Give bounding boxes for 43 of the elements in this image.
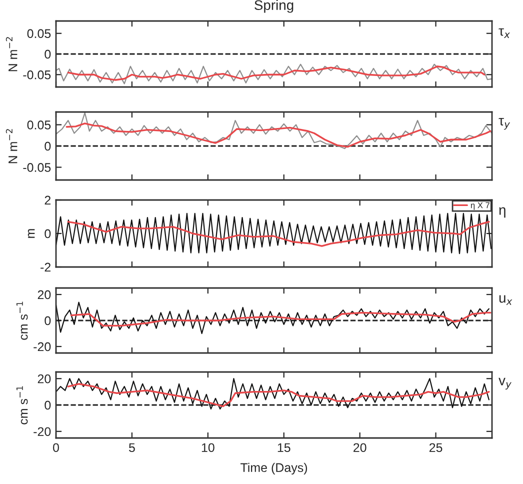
y-tick-label: 0: [44, 142, 51, 151]
line-series: [67, 66, 486, 81]
y-axis-title: m: [28, 229, 35, 238]
y-tick-label: -20: [34, 342, 51, 352]
y-tick-label: -2: [40, 262, 51, 272]
x-axis-title: Time (Days): [240, 462, 308, 474]
x-tick-label: 5: [128, 443, 135, 452]
text: η: [499, 207, 506, 218]
chart-title: Spring: [254, 0, 294, 13]
x-tick-label: 0: [53, 443, 59, 452]
x-tick-label: 20: [354, 443, 366, 452]
y-axis-title: N m$^{−2}$: [6, 129, 18, 164]
line-series: [56, 302, 490, 334]
y-tick-label: -0.05: [23, 163, 51, 172]
text: τ$_{x}$: [498, 28, 510, 38]
text: v$_{y}$: [498, 378, 512, 390]
line-series: [56, 64, 492, 84]
text: u$_{x}$: [499, 295, 512, 305]
y-axis-title: cm s$^{−1}$: [16, 386, 28, 424]
line-series: [56, 378, 490, 410]
line-series: [70, 312, 492, 327]
y-tick-label: 0: [44, 229, 51, 238]
y-tick-label: 0.05: [27, 120, 51, 130]
y-tick-label: 0: [44, 316, 51, 326]
y-tick-label: 20: [38, 374, 51, 384]
y-tick-label: 20: [38, 290, 51, 300]
x-tick-label: 15: [278, 443, 290, 452]
legend-label: η X 7: [470, 202, 490, 210]
line-series: [56, 212, 492, 254]
y-tick-label: 0.05: [27, 29, 51, 38]
y-tick-label: -0.05: [23, 70, 51, 80]
line-series: [67, 220, 490, 247]
y-axis-title: N m$^{−2}$: [6, 37, 18, 72]
y-axis-title: cm s$^{−1}$: [16, 302, 28, 340]
text: τ$_{y}$: [498, 118, 510, 130]
x-tick-label: 25: [429, 443, 442, 452]
line-series: [67, 383, 490, 408]
y-tick-label: 0: [44, 50, 51, 59]
y-tick-label: 2: [44, 196, 51, 205]
line-series: [66, 122, 492, 148]
x-tick-label: 10: [202, 443, 214, 452]
y-tick-label: -20: [34, 427, 51, 436]
y-tick-label: 0: [44, 400, 51, 410]
